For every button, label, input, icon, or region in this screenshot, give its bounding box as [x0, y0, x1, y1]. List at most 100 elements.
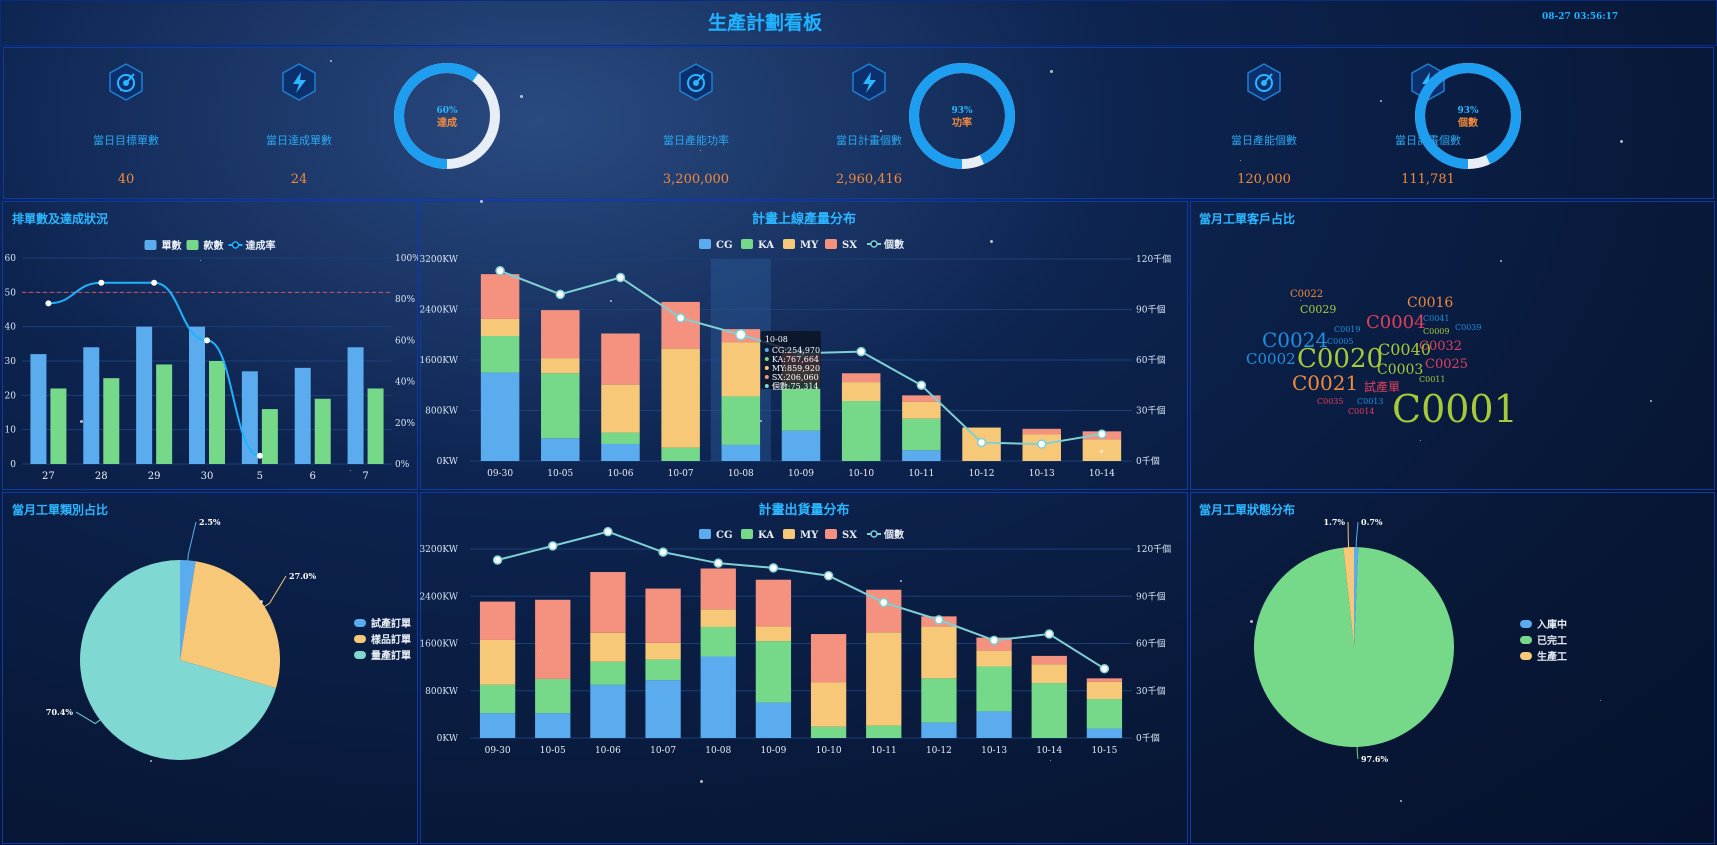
kpi-value: 2,960,416	[835, 172, 903, 187]
star	[540, 650, 541, 651]
legend-swatch	[741, 529, 753, 539]
word-c0003: C0003	[1377, 362, 1424, 378]
x-tick-label: 09-30	[485, 746, 511, 756]
bar-segment-my	[541, 358, 580, 374]
bar-orders	[136, 326, 153, 464]
x-tick-label: 28	[95, 471, 108, 482]
word-c0002: C0002	[1246, 350, 1296, 368]
bar-segment-my	[866, 632, 902, 726]
star	[200, 260, 201, 261]
word-c0021: C0021	[1292, 371, 1359, 395]
pie-leader	[187, 521, 197, 561]
kpi-value: 3,200,000	[662, 172, 730, 187]
rate-point	[256, 452, 263, 459]
bar-styles	[367, 388, 384, 464]
star	[520, 95, 523, 98]
word-c0009: C0009	[1423, 327, 1450, 336]
wordcloud-title: 當月工單客戶占比	[1199, 212, 1296, 226]
legend-swatch	[699, 239, 711, 249]
pie-slice	[1354, 547, 1359, 647]
bar-segment-cg	[755, 702, 792, 738]
y-tick-label: 0KW	[437, 457, 459, 467]
y-tick-label: 50	[5, 288, 17, 298]
x-tick-label: 10-07	[650, 746, 676, 756]
y2-tick-label: 20%	[395, 419, 415, 429]
y2-tick-label: 90千個	[1136, 304, 1165, 316]
star	[1050, 760, 1051, 761]
word-c0025: C0025	[1425, 357, 1469, 372]
target-icon	[679, 63, 713, 101]
bar-segment-ka	[590, 661, 626, 685]
count-point	[495, 266, 505, 276]
count-point	[934, 615, 944, 625]
count-point	[615, 272, 626, 283]
bar-segment-cg	[921, 722, 957, 738]
y2-tick-label: 0千個	[1136, 455, 1160, 467]
star	[1600, 700, 1601, 701]
x-tick-label: 10-08	[728, 469, 754, 479]
lightning-bolt	[863, 72, 876, 93]
tooltip-dot	[764, 357, 769, 361]
target-icon	[109, 63, 143, 101]
gauge-fill	[909, 63, 1015, 169]
pie-leader	[1347, 521, 1350, 548]
legend-swatch	[1520, 652, 1532, 660]
star	[610, 300, 612, 302]
legend-label: 樣品訂單	[371, 633, 411, 646]
word-c0041: C0041	[1423, 314, 1450, 323]
orders-title: 排單數及達成狀況	[12, 212, 109, 226]
star	[900, 580, 902, 582]
legend-swatch	[699, 529, 711, 539]
word-c0011: C0011	[1419, 375, 1446, 384]
count-point	[856, 346, 866, 357]
bar-segment-ka	[700, 626, 736, 657]
legend-swatch	[1520, 636, 1532, 644]
count-point	[1097, 429, 1107, 439]
legend-label: CG	[716, 530, 733, 541]
word-c0019: C0019	[1334, 325, 1361, 334]
pie-label: 0.7%	[1361, 517, 1383, 527]
bar-segment-ka	[781, 382, 821, 431]
bar-segment-sx	[590, 572, 626, 633]
bar-segment-my	[1086, 681, 1123, 700]
star	[1500, 260, 1502, 262]
bar-segment-sx	[1031, 655, 1067, 665]
bar-segment-ka	[976, 666, 1012, 712]
legend-swatch	[783, 529, 795, 539]
star	[1620, 140, 1623, 143]
online-title: 計畫上線產量分布	[751, 212, 856, 227]
bar-segment-cg	[976, 711, 1012, 738]
star	[1400, 800, 1402, 802]
star	[480, 200, 483, 203]
tooltip-line: CG:254,970	[772, 346, 820, 355]
x-tick-label: 10-06	[595, 746, 621, 756]
pie-label: 27.0%	[289, 571, 316, 581]
count-point	[1044, 629, 1054, 639]
rate-point	[151, 279, 158, 286]
y2-tick-label: 30千個	[1136, 685, 1165, 697]
y-tick-label: 3200KW	[420, 255, 459, 265]
x-tick-label: 6	[310, 471, 316, 482]
bar-segment-sx	[755, 579, 792, 627]
target-arrow	[125, 73, 135, 84]
pie-leader	[75, 711, 101, 725]
pie-slice	[180, 560, 196, 660]
tooltip-line: KA:767,664	[772, 355, 819, 364]
bar-orders	[30, 354, 47, 464]
count-point	[916, 380, 927, 390]
status-panel	[1190, 492, 1715, 844]
bar-segment-sx	[700, 568, 736, 610]
legend-dot	[870, 240, 878, 248]
bar-segment-my	[755, 626, 792, 642]
x-tick-label: 27	[42, 471, 55, 482]
star	[120, 90, 121, 91]
y2-tick-label: 100%	[395, 254, 418, 264]
bar-styles	[314, 398, 331, 464]
gauge-label: 個數	[1457, 116, 1478, 129]
word-c0040: C0040	[1378, 340, 1431, 359]
y2-tick-label: 120千個	[1136, 253, 1171, 265]
x-tick-label: 29	[148, 471, 161, 482]
kpi-label: 當日產能個數	[1231, 134, 1297, 147]
bar-styles	[50, 388, 67, 464]
